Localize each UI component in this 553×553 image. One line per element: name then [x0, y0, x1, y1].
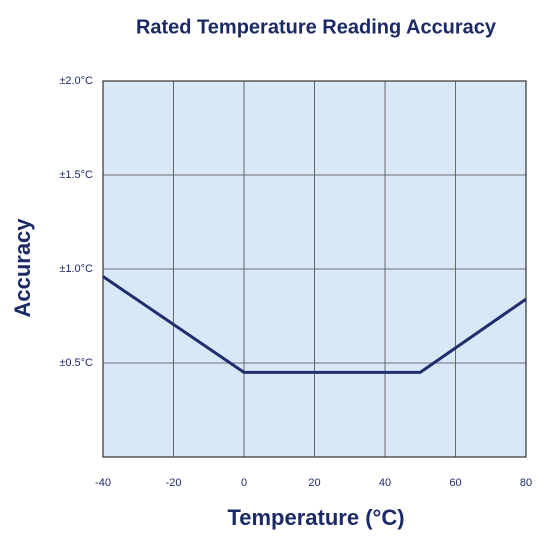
line-series: [102, 275, 527, 374]
chart-title: Rated Temperature Reading Accuracy: [136, 16, 497, 38]
x-axis-label: Temperature (°C): [227, 505, 404, 530]
x-tick-label: -20: [166, 477, 182, 489]
y-tick-label: ±1.0°C: [59, 263, 93, 275]
y-axis-label: Accuracy: [10, 218, 35, 318]
x-tick-label: 60: [449, 477, 461, 489]
x-tick-label: -40: [95, 477, 111, 489]
plot-border: [102, 80, 527, 458]
y-tick-label: ±1.5°C: [59, 169, 93, 181]
y-tick-label: ±2.0°C: [59, 75, 93, 87]
y-tick-label: ±0.5°C: [59, 357, 93, 369]
x-tick-label: 0: [241, 477, 247, 489]
x-tick-label: 20: [308, 477, 320, 489]
x-tick-label: 80: [520, 477, 532, 489]
x-tick-label: 40: [379, 477, 391, 489]
